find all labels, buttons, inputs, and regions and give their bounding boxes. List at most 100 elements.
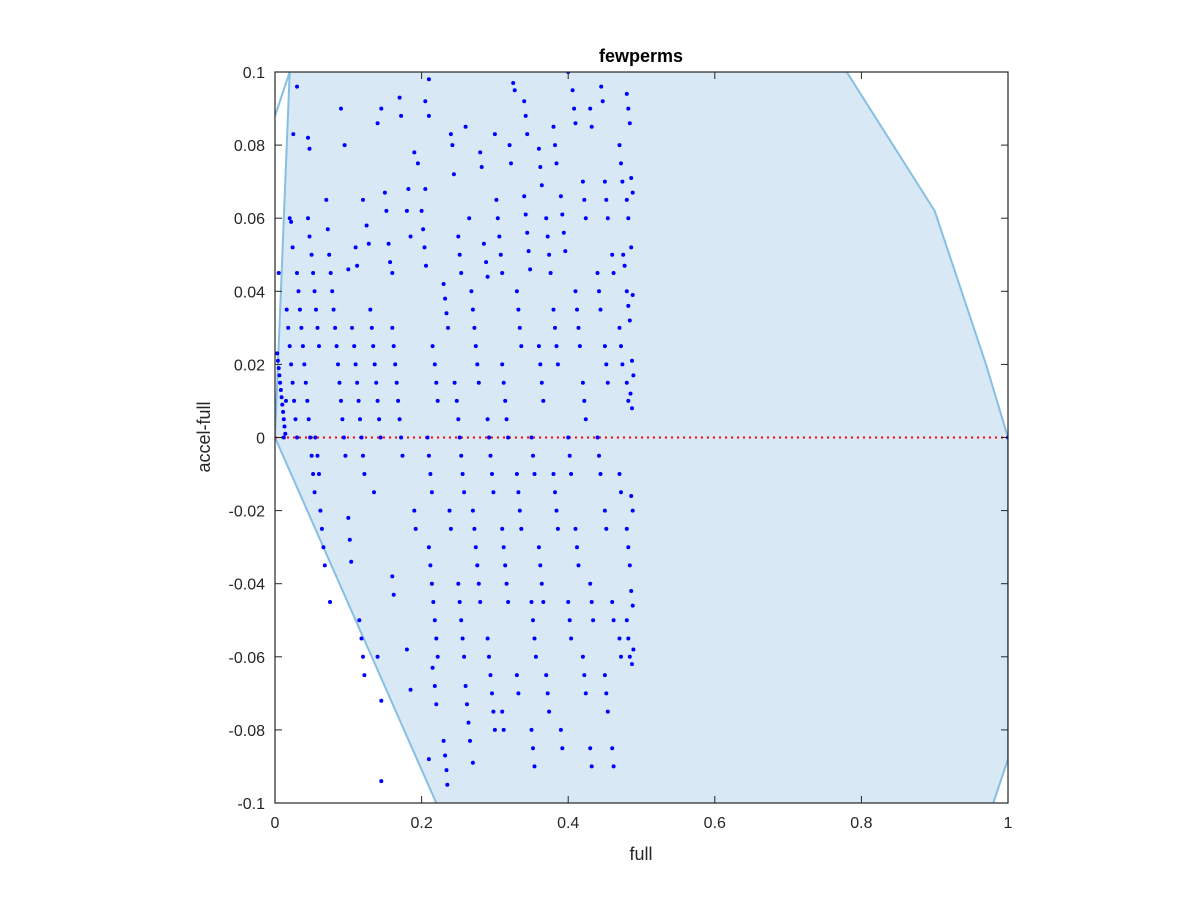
data-point bbox=[394, 380, 399, 385]
data-point bbox=[400, 453, 405, 458]
data-point bbox=[501, 727, 506, 732]
data-point bbox=[547, 252, 552, 257]
y-axis-ticks: -0.1 -0.08 -0.06 -0.04 -0.02 0 0.02 0.04 0.06 0.0… bbox=[229, 65, 1008, 813]
data-point bbox=[429, 581, 434, 586]
data-point bbox=[554, 344, 559, 349]
data-point bbox=[391, 344, 396, 349]
data-point bbox=[604, 362, 609, 367]
data-point bbox=[426, 545, 431, 550]
data-point bbox=[600, 99, 605, 104]
data-point bbox=[617, 636, 622, 641]
data-point bbox=[478, 600, 483, 604]
data-point bbox=[456, 234, 461, 239]
data-point bbox=[306, 216, 310, 221]
data-point bbox=[443, 753, 448, 758]
data-point bbox=[435, 654, 440, 659]
data-point bbox=[459, 618, 464, 623]
data-point bbox=[314, 307, 318, 312]
data-point bbox=[509, 161, 513, 166]
data-point bbox=[282, 424, 287, 429]
data-point bbox=[628, 391, 633, 396]
data-point bbox=[514, 289, 519, 294]
data-point bbox=[429, 490, 434, 495]
data-point bbox=[377, 417, 382, 422]
data-point bbox=[434, 380, 439, 385]
data-point bbox=[291, 132, 296, 137]
data-point bbox=[551, 307, 556, 312]
data-point bbox=[457, 600, 462, 604]
data-point bbox=[479, 165, 484, 169]
data-point bbox=[588, 106, 593, 111]
data-point bbox=[393, 362, 398, 367]
data-point bbox=[597, 453, 601, 458]
data-point bbox=[432, 684, 437, 688]
y-tick-label: 0.1 bbox=[243, 65, 265, 82]
data-point bbox=[516, 307, 521, 312]
data-point bbox=[333, 325, 338, 330]
data-point bbox=[281, 417, 286, 422]
data-point bbox=[396, 398, 401, 403]
data-point bbox=[531, 746, 535, 751]
data-point bbox=[487, 435, 491, 440]
data-point bbox=[423, 99, 428, 104]
data-point bbox=[331, 307, 336, 312]
data-point bbox=[432, 618, 437, 623]
data-point bbox=[308, 435, 313, 440]
data-point bbox=[472, 526, 477, 531]
data-point bbox=[554, 161, 559, 166]
x-tick-label: 0.6 bbox=[704, 815, 726, 832]
data-point bbox=[501, 545, 506, 550]
data-point bbox=[368, 307, 373, 312]
x-tick-label: 0.2 bbox=[410, 815, 432, 832]
data-point bbox=[397, 417, 402, 422]
data-point bbox=[494, 197, 499, 202]
data-point bbox=[626, 303, 631, 308]
data-point bbox=[468, 738, 472, 743]
data-point bbox=[311, 271, 316, 275]
data-point bbox=[569, 472, 574, 476]
data-point bbox=[470, 508, 475, 513]
data-point bbox=[347, 537, 352, 542]
data-point bbox=[369, 325, 374, 330]
data-point bbox=[311, 472, 316, 476]
data-point bbox=[532, 636, 537, 641]
data-point bbox=[340, 417, 345, 422]
region-left-edge-segment bbox=[275, 72, 291, 438]
data-point bbox=[428, 563, 433, 568]
data-point bbox=[469, 289, 474, 294]
data-point bbox=[506, 435, 511, 440]
data-point bbox=[408, 687, 413, 692]
data-point bbox=[558, 194, 563, 199]
data-point bbox=[602, 179, 607, 184]
data-point bbox=[284, 307, 289, 312]
data-point bbox=[523, 212, 528, 217]
data-point bbox=[617, 325, 622, 330]
data-point bbox=[384, 208, 389, 213]
data-point bbox=[529, 435, 534, 440]
data-point bbox=[425, 435, 430, 440]
data-point bbox=[473, 344, 478, 349]
data-point bbox=[390, 574, 395, 579]
data-point bbox=[390, 325, 395, 330]
data-point bbox=[374, 380, 379, 385]
data-point bbox=[430, 344, 435, 349]
data-point bbox=[371, 344, 376, 349]
data-point bbox=[626, 106, 631, 111]
data-point bbox=[497, 234, 502, 239]
data-point bbox=[346, 267, 351, 272]
data-point bbox=[275, 351, 280, 356]
data-point bbox=[457, 435, 462, 440]
data-point bbox=[629, 589, 634, 593]
data-point bbox=[610, 746, 615, 751]
data-point bbox=[544, 673, 549, 678]
data-point bbox=[297, 307, 302, 312]
data-point bbox=[339, 106, 343, 111]
data-point bbox=[507, 143, 512, 148]
data-point bbox=[548, 271, 553, 275]
data-point bbox=[424, 263, 428, 268]
data-point bbox=[573, 121, 578, 126]
data-point bbox=[626, 545, 631, 550]
data-point bbox=[567, 618, 572, 623]
data-point bbox=[295, 435, 299, 440]
data-point bbox=[303, 380, 308, 385]
